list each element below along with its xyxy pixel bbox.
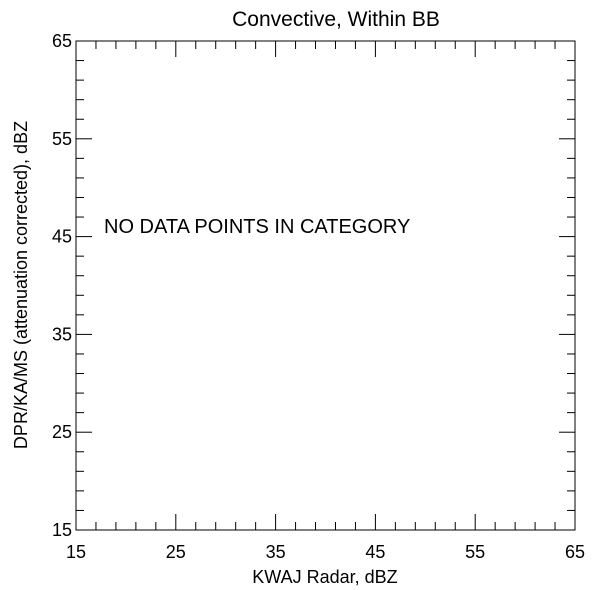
y-tick-label: 45 [52, 227, 72, 247]
x-axis-label: KWAJ Radar, dBZ [252, 567, 397, 587]
y-axis-label: DPR/KA/MS (attenuation corrected), dBZ [11, 121, 31, 449]
plot-frame [75, 40, 576, 531]
tick-group [75, 40, 576, 531]
x-tick-label: 15 [66, 542, 86, 562]
y-tick-label: 65 [52, 31, 72, 51]
x-tick-label: 55 [465, 542, 485, 562]
annotation-no-data: NO DATA POINTS IN CATEGORY [104, 216, 410, 238]
tick-label-group: 15 25 35 45 55 65 15 25 35 45 55 65 [52, 31, 585, 562]
chart-title: Convective, Within BB [232, 8, 440, 31]
x-tick-label: 45 [365, 542, 385, 562]
x-tick-label: 65 [565, 542, 585, 562]
x-tick-label: 25 [166, 542, 186, 562]
y-tick-label: 35 [52, 324, 72, 344]
y-tick-label: 55 [52, 129, 72, 149]
y-tick-label: 25 [52, 422, 72, 442]
x-tick-label: 35 [266, 542, 286, 562]
y-tick-label: 15 [52, 520, 72, 540]
